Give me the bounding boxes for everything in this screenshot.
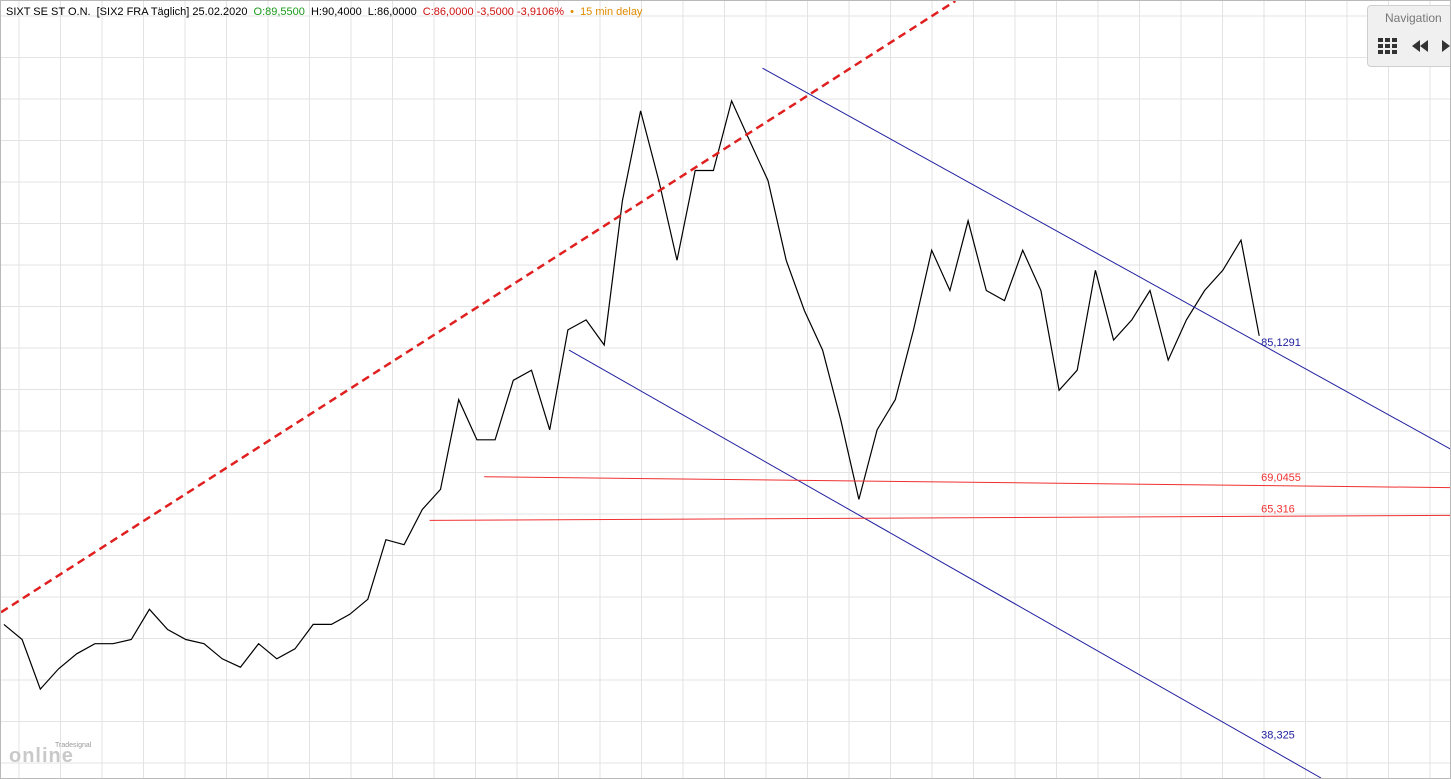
- navigation[interactable]: Navigation: [1367, 5, 1450, 67]
- nav-icons: [1378, 38, 1450, 54]
- high: H:90,4000: [310, 6, 362, 18]
- nav-title: Navigation: [1385, 11, 1442, 25]
- delay: 15 min delay: [580, 6, 643, 18]
- close: C:86,0000 -3,5000 -3,9106%: [422, 6, 565, 18]
- open: O:89,5500: [253, 6, 305, 18]
- trendline: [1, 1, 957, 614]
- logo-name: online: [9, 745, 74, 767]
- trendline-label: 38,325: [1261, 730, 1295, 742]
- trendline: [484, 476, 1450, 489]
- trendline-label: 69,0455: [1261, 472, 1301, 484]
- dot: •: [570, 6, 574, 18]
- trendline: [429, 514, 1450, 521]
- price-line: [3, 99, 1260, 691]
- trendline: [568, 349, 1322, 778]
- header: SIXT SE ST O.N. [SIX2 FRA Täglich] 25.02…: [6, 6, 645, 18]
- feed: [SIX2 FRA Täglich] 25.02.2020: [96, 6, 248, 18]
- trendline-label: 65,316: [1261, 503, 1295, 515]
- trendline-label: 85,1291: [1261, 337, 1301, 349]
- logo-brand: Tradesignal: [55, 742, 92, 749]
- trendline: [762, 67, 1450, 450]
- symbol: SIXT SE ST O.N.: [6, 6, 91, 18]
- low: L:86,0000: [367, 6, 417, 18]
